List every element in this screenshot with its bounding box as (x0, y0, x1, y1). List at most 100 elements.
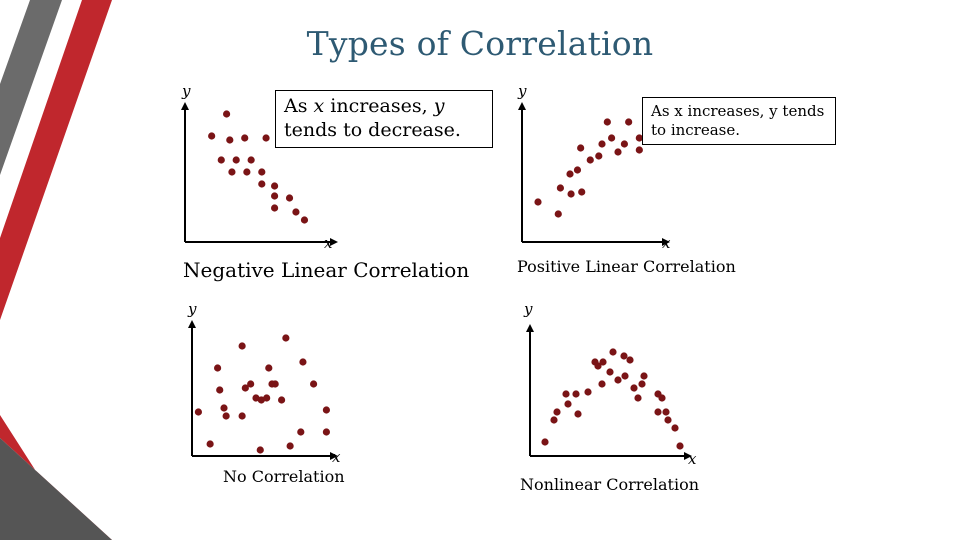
data-point (662, 408, 670, 416)
data-point (567, 190, 575, 198)
data-point (271, 192, 279, 200)
data-point (241, 384, 249, 392)
data-point (271, 204, 279, 212)
callout-text-post: tends to decrease. (284, 118, 461, 141)
data-point (285, 194, 294, 202)
data-point (562, 390, 570, 398)
data-point (634, 394, 642, 402)
data-point (606, 368, 614, 376)
data-point (265, 364, 273, 372)
callout-text-mid: increases, (324, 95, 434, 117)
data-point (620, 352, 628, 360)
data-point (278, 396, 286, 404)
callout-text-y: y (433, 95, 445, 117)
nonlinear-scatter-plot (526, 324, 692, 460)
positive-x-axis-label: x (662, 234, 671, 252)
data-point (553, 408, 561, 416)
data-point (238, 412, 246, 420)
red-stripe-top (0, 0, 112, 320)
positive-callout: As x increases, y tends to increase. (642, 97, 836, 145)
data-point (216, 386, 224, 394)
data-point (572, 390, 580, 398)
slide-title: Types of Correlation (306, 24, 654, 63)
gray-stripe-bottom (0, 438, 112, 540)
negative-callout: As x increases, y tends to decrease. (275, 90, 493, 148)
data-point (262, 134, 270, 142)
data-point (232, 156, 240, 164)
data-point (297, 428, 305, 436)
data-point (620, 140, 628, 148)
data-point (286, 442, 294, 450)
data-point (603, 118, 611, 126)
data-point (263, 394, 271, 402)
data-point (222, 412, 230, 420)
data-point (241, 134, 249, 142)
data-point (300, 216, 309, 224)
y-axis-arrow (188, 320, 196, 328)
data-point (243, 168, 251, 176)
data-point (534, 198, 542, 206)
data-point (564, 400, 572, 408)
data-point (640, 372, 648, 380)
nonlinear-x-axis-label: x (688, 450, 697, 468)
data-point (194, 408, 202, 416)
no-correlation-caption: No Correlation (223, 467, 345, 486)
negative-caption: Negative Linear Correlation (183, 258, 470, 282)
data-point (271, 182, 279, 190)
panel-nonlinear: y x Nonlinear Correlation (500, 300, 720, 500)
data-point (282, 334, 290, 342)
data-point (635, 134, 643, 142)
x-axis-arrow (662, 238, 670, 246)
data-point (630, 384, 638, 392)
data-point (664, 416, 672, 424)
data-point (626, 356, 634, 364)
data-point (256, 446, 264, 454)
data-point (226, 136, 234, 144)
data-point (206, 440, 214, 448)
negative-x-axis-label: x (324, 234, 333, 252)
data-point (550, 416, 558, 424)
data-point (584, 388, 592, 396)
data-point (635, 146, 643, 154)
data-point (573, 166, 582, 174)
data-point (621, 372, 629, 380)
data-point (566, 170, 574, 178)
data-point (586, 156, 594, 164)
data-point (654, 408, 662, 416)
gray-stripe-top (0, 0, 62, 175)
data-point (299, 358, 307, 366)
data-point (322, 428, 330, 436)
data-point (608, 134, 616, 142)
data-point (598, 140, 606, 148)
x-axis-arrow (330, 452, 338, 460)
data-point (228, 168, 236, 176)
data-point (658, 394, 666, 402)
y-axis-arrow (181, 102, 189, 110)
data-point (208, 132, 216, 140)
data-point (638, 380, 646, 388)
panel-negative: y x As x increases, y tends to decrease.… (160, 80, 500, 282)
data-point (599, 358, 607, 366)
x-axis-arrow (330, 238, 338, 246)
no-correlation-scatter-plot (188, 320, 338, 460)
panel-no-correlation: y x No Correlation (170, 300, 370, 495)
data-point (238, 342, 246, 350)
data-point (271, 380, 279, 388)
data-point (595, 152, 603, 160)
x-axis-arrow (684, 452, 692, 460)
negative-y-axis-label: y (182, 82, 191, 100)
data-point (258, 168, 266, 176)
data-point (594, 362, 602, 370)
data-point (223, 110, 231, 118)
data-point (247, 380, 255, 388)
callout-text-pre: As (284, 95, 314, 117)
data-point (671, 424, 679, 432)
data-point (220, 404, 228, 412)
data-point (217, 156, 225, 164)
data-point (578, 188, 586, 196)
data-point (541, 438, 549, 446)
data-point (574, 410, 582, 418)
data-point (614, 376, 622, 384)
positive-y-axis-label: y (518, 82, 527, 100)
